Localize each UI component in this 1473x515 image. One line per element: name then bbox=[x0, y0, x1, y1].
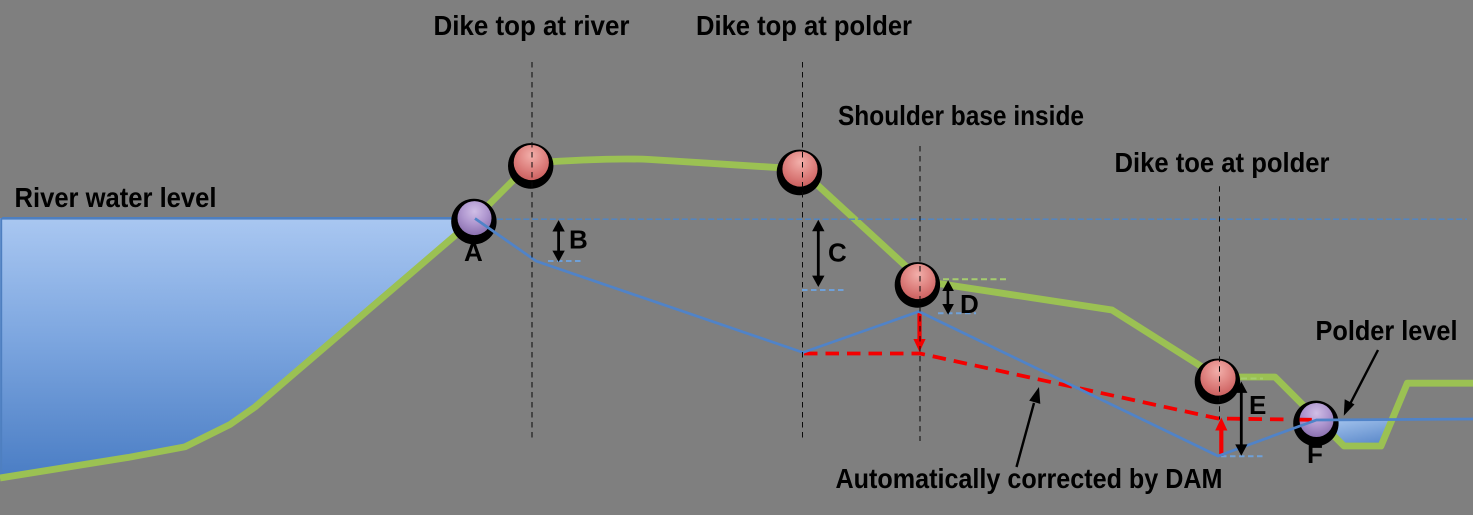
svg-text:D: D bbox=[960, 289, 979, 319]
svg-text:F: F bbox=[1307, 439, 1323, 469]
svg-text:Dike top at river: Dike top at river bbox=[434, 10, 630, 41]
svg-text:Dike top at polder: Dike top at polder bbox=[696, 10, 912, 41]
svg-text:Polder level: Polder level bbox=[1316, 315, 1458, 346]
svg-text:C: C bbox=[828, 238, 847, 268]
svg-text:E: E bbox=[1249, 390, 1266, 420]
svg-text:Automatically corrected by DAM: Automatically corrected by DAM bbox=[836, 463, 1223, 494]
svg-text:Shoulder base inside: Shoulder base inside bbox=[838, 100, 1084, 131]
svg-text:A: A bbox=[464, 237, 483, 267]
svg-text:Dike toe at polder: Dike toe at polder bbox=[1115, 147, 1330, 178]
svg-text:River water level: River water level bbox=[15, 182, 217, 213]
svg-text:B: B bbox=[569, 225, 588, 255]
